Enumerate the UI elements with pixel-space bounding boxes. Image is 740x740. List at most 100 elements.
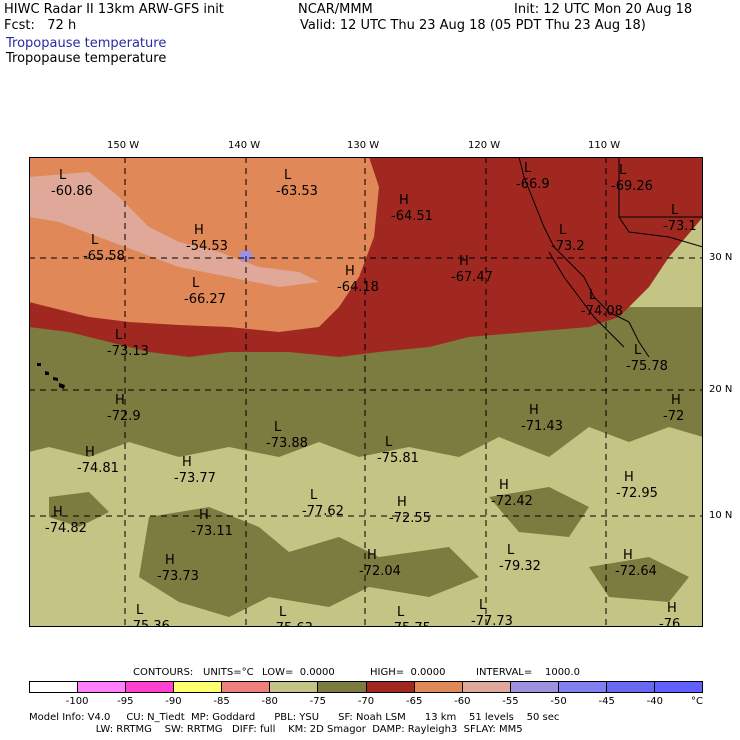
baja-coast bbox=[548, 251, 625, 348]
extremum-value: -75.81 bbox=[377, 451, 419, 466]
colorbar-swatch bbox=[558, 682, 607, 692]
model-info-line1: Model Info: V4.0 CU: N_Tiedt MP: Goddard… bbox=[29, 712, 560, 723]
extremum-value: -73.2 bbox=[551, 239, 585, 254]
extremum-type: H bbox=[165, 553, 175, 568]
extremum-type: L bbox=[115, 328, 123, 343]
extremum-value: -74.08 bbox=[581, 304, 623, 319]
extremum-value: -75.75 bbox=[389, 621, 431, 627]
extremum-type: L bbox=[479, 598, 487, 613]
extremum-value: -72.95 bbox=[616, 486, 658, 501]
extremum-marker: H-74.81 bbox=[77, 445, 119, 476]
extremum-type: L bbox=[274, 420, 282, 435]
field-title-contour: Tropopause temperature bbox=[6, 51, 167, 66]
colorbar-tick-label: -50 bbox=[550, 696, 567, 707]
contour-interval: INTERVAL= 1000.0 bbox=[476, 667, 580, 678]
colorbar-tick-label: -70 bbox=[357, 696, 375, 707]
extremum-value: -79.32 bbox=[499, 559, 541, 574]
extremum-marker: H-67.47 bbox=[451, 254, 493, 285]
extremum-marker: L-66.27 bbox=[184, 276, 226, 307]
contour-label: CONTOURS: bbox=[133, 667, 194, 678]
extremum-value: -73.11 bbox=[191, 524, 233, 539]
extremum-marker: L-75.75 bbox=[389, 605, 431, 627]
colorbar-swatch bbox=[126, 682, 175, 692]
tropopause-temperature-map: L-60.86L-63.53H-64.51L-66.9L-69.26L-73.1… bbox=[29, 157, 703, 627]
extremum-marker: L-73.1 bbox=[663, 203, 697, 234]
extremum-marker: H-73.77 bbox=[174, 455, 216, 486]
model-info-line2: LW: RRTMG SW: RRTMG DIFF: full KM: 2D Sm… bbox=[29, 724, 523, 735]
extremum-type: H bbox=[623, 548, 633, 563]
colorbar-labels: -100 -95 -90 -85 -80 -75 -70 -65 -60 -55 -50 -45 -40… bbox=[29, 696, 703, 708]
extremum-value: -72.55 bbox=[389, 511, 431, 526]
extremum-marker: H-72 bbox=[663, 393, 684, 424]
extremum-type: L bbox=[192, 276, 200, 291]
colorbar-unit: °C bbox=[691, 696, 703, 707]
extremum-marker: L-63.53 bbox=[276, 168, 318, 199]
extremum-value: -60.86 bbox=[51, 184, 93, 199]
contour-high: HIGH= 0.0000 bbox=[370, 667, 446, 678]
colorbar-tick-label: -100 bbox=[65, 696, 89, 707]
colorbar-tick-label: -55 bbox=[502, 696, 519, 707]
colorbar-swatch bbox=[606, 682, 656, 692]
extremum-type: H bbox=[459, 254, 469, 269]
extremum-type: L bbox=[284, 168, 292, 183]
extremum-type: H bbox=[624, 470, 634, 485]
extremum-marker: H-72.9 bbox=[107, 393, 141, 424]
extremum-type: L bbox=[279, 605, 287, 620]
extremum-value: -66.27 bbox=[184, 292, 226, 307]
extremum-marker: L-75.78 bbox=[626, 343, 668, 374]
extremum-type: L bbox=[59, 168, 67, 183]
extremum-value: -73.13 bbox=[107, 344, 149, 359]
extremum-type: H bbox=[399, 193, 409, 208]
extremum-value: -74.82 bbox=[45, 521, 87, 536]
map-frame bbox=[29, 157, 703, 627]
extremum-type: H bbox=[115, 393, 125, 408]
band-olive-dark-patches bbox=[49, 487, 689, 617]
extremum-marker: L-77.73 bbox=[471, 598, 513, 627]
extremum-marker: H-72.64 bbox=[615, 548, 657, 579]
extremum-marker: H-54.53 bbox=[186, 223, 228, 254]
colorbar-swatch bbox=[318, 682, 367, 692]
extremum-type: L bbox=[559, 223, 567, 238]
colorbar-swatch bbox=[510, 682, 559, 692]
extremum-marker: H-76 bbox=[659, 601, 680, 627]
lat-label: 30 N bbox=[709, 252, 733, 263]
extremum-type: L bbox=[397, 605, 405, 620]
extremum-type: L bbox=[507, 543, 515, 558]
lat-label: 20 N bbox=[709, 384, 733, 395]
hawaii-islands bbox=[37, 363, 65, 389]
colorbar-swatch bbox=[414, 682, 463, 692]
extremum-type: H bbox=[397, 495, 407, 510]
colorbar-swatch bbox=[174, 682, 223, 692]
extremum-value: -66.9 bbox=[516, 177, 550, 192]
extremum-marker: L-60.86 bbox=[51, 168, 93, 199]
extremum-type: H bbox=[182, 455, 192, 470]
header-valid-time: Valid: 12 UTC Thu 23 Aug 18 (05 PDT Thu … bbox=[300, 18, 646, 33]
extremum-value: -76 bbox=[659, 617, 680, 627]
extremum-value: -64.51 bbox=[391, 209, 433, 224]
extremum-marker: H-72.55 bbox=[389, 495, 431, 526]
lon-label: 150 W bbox=[107, 140, 140, 151]
colorbar-tick-label: -80 bbox=[261, 696, 278, 707]
contour-units: UNITS=°C bbox=[203, 667, 254, 678]
colorbar-swatch bbox=[270, 682, 319, 692]
extremum-type: H bbox=[85, 445, 95, 460]
extremum-value: -54.53 bbox=[186, 239, 228, 254]
extremum-value: -72 bbox=[663, 409, 684, 424]
extremum-marker: L-65.58 bbox=[83, 233, 125, 264]
contour-low: LOW= 0.0000 bbox=[262, 667, 335, 678]
extremum-type: L bbox=[136, 603, 144, 618]
colorbar-tick-label: -90 bbox=[165, 696, 182, 707]
extremum-value: -73.88 bbox=[266, 436, 308, 451]
extremum-value: -77.62 bbox=[302, 504, 344, 519]
header-forecast-hour: Fcst: 72 h bbox=[4, 18, 77, 33]
extremum-marker: L-75.81 bbox=[377, 435, 419, 466]
extremum-marker: L-69.26 bbox=[611, 163, 653, 194]
extremum-value: -72.9 bbox=[107, 409, 141, 424]
extremum-value: -65.58 bbox=[83, 249, 125, 264]
colorbar-swatch bbox=[462, 682, 511, 692]
extremum-marker: L-74.08 bbox=[581, 288, 623, 319]
extremum-marker: L-66.9 bbox=[516, 161, 550, 192]
colorbar-swatch bbox=[655, 682, 703, 692]
extremum-value: -71.43 bbox=[521, 419, 563, 434]
colorbar-swatch bbox=[30, 682, 79, 692]
